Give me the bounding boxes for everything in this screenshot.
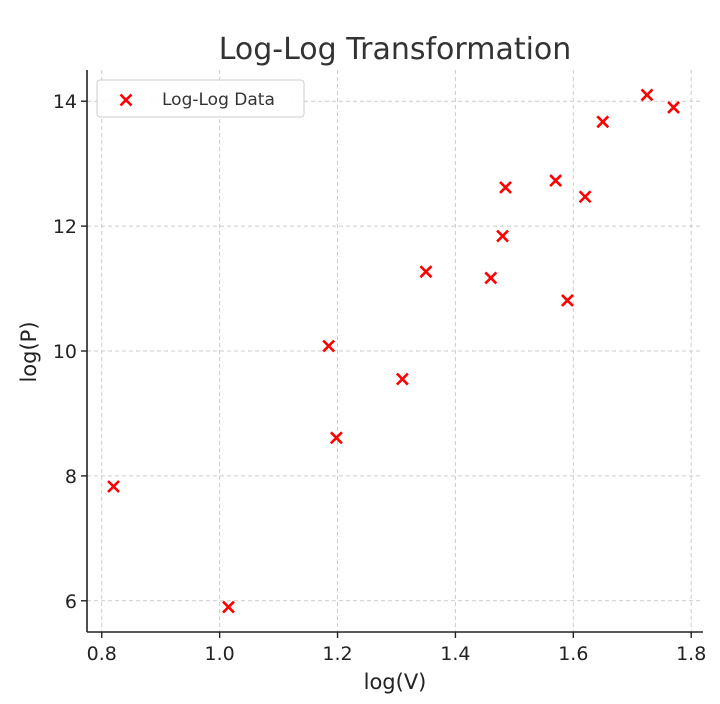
x-tick-label: 1.8 [676,643,706,665]
data-point-x-marker [419,265,433,279]
x-tick-label: 0.8 [87,643,117,665]
data-point-x-marker [496,229,509,243]
data-point-x-marker [640,88,654,102]
legend: Log-Log Data [96,79,305,118]
y-tick-label: 14 [53,91,77,113]
x-tick-label: 1.4 [440,643,470,665]
x-axis-label: log(V) [364,670,427,694]
legend-marker-icon [119,93,133,107]
data-point-x-marker [499,180,512,194]
x-tick-label: 1.2 [322,643,352,665]
y-tick-label: 10 [53,341,77,363]
y-tick-label: 6 [65,591,77,613]
x-tick-label: 1.6 [558,643,588,665]
chart-title: Log-Log Transformation [219,32,572,67]
data-point-x-marker [395,372,409,386]
data-point-x-marker [596,115,610,129]
legend-x-marker [119,93,133,107]
y-axis-label: log(P) [17,321,41,382]
data-points [107,88,680,614]
axis-ticks: 0.8 1.0 1.2 1.4 1.6 1.8 6 8 10 12 14 [53,91,707,665]
x-tick-label: 1.0 [205,643,235,665]
legend-box [96,79,305,118]
data-point-x-marker [549,174,563,187]
data-point-x-marker [107,480,120,493]
data-point-x-marker [484,271,498,285]
y-tick-label: 12 [53,216,77,238]
data-point-x-marker [578,190,592,204]
legend-label: Log-Log Data [162,90,275,110]
grid [87,70,703,632]
data-point-x-marker [329,431,343,445]
data-point-x-marker [322,339,336,353]
data-point-x-marker [667,101,680,114]
y-tick-label: 8 [65,466,77,488]
data-point-x-marker [222,600,235,614]
data-point-x-marker [561,294,574,307]
